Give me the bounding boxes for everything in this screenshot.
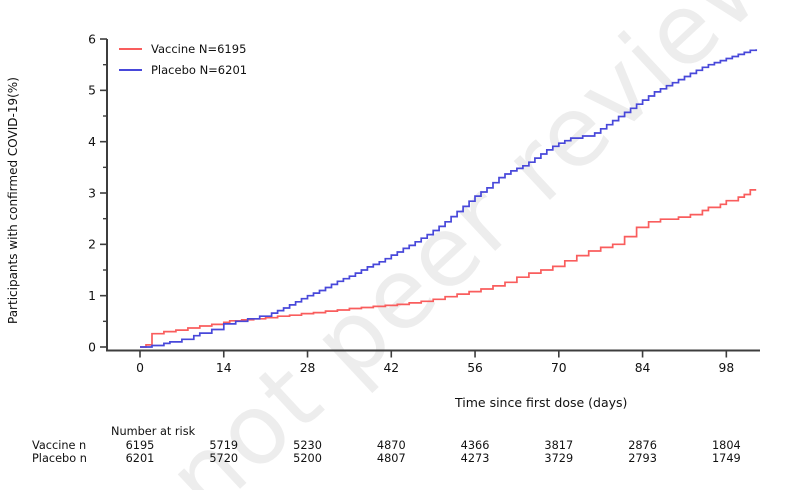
risk-value: 6195	[125, 439, 155, 452]
legend: Vaccine N=6195 Placebo N=6201	[119, 38, 247, 80]
y-tick-label: 6	[88, 32, 96, 46]
risk-value: 4366	[460, 439, 490, 452]
legend-item-placebo: Placebo N=6201	[119, 59, 247, 80]
y-tick-label: 5	[88, 84, 96, 98]
risk-value: 5719	[209, 439, 239, 452]
vaccine-curve	[140, 189, 757, 348]
risk-value: 2876	[628, 439, 657, 452]
x-tick-label: 0	[136, 361, 144, 375]
risk-value: 5230	[293, 439, 322, 452]
y-axis-title: Participants with confirmed COVID-19(%)	[6, 77, 20, 325]
vaccine-line-swatch	[119, 47, 142, 50]
x-tick-label: 42	[383, 361, 399, 375]
y-tick-label: 4	[88, 135, 96, 149]
x-tick-label: 56	[467, 361, 483, 375]
risk-value: 5720	[209, 452, 239, 465]
risk-value: 4273	[460, 452, 490, 465]
risk-value: 3817	[544, 439, 574, 452]
risk-value: 4807	[376, 452, 406, 465]
y-tick-label: 2	[88, 238, 96, 252]
risk-table-header: Number at risk	[111, 425, 196, 438]
x-tick-label: 28	[300, 361, 316, 375]
risk-value: 1804	[711, 439, 741, 452]
legend-label-placebo: Placebo N=6201	[151, 62, 248, 77]
y-tick-label: 0	[88, 340, 96, 354]
x-tick-label: 84	[635, 361, 651, 375]
risk-value: 3729	[544, 452, 574, 465]
placebo-curve	[140, 49, 758, 348]
risk-value: 4870	[376, 439, 406, 452]
risk-value: 6201	[125, 452, 155, 465]
risk-value: 2793	[628, 452, 657, 465]
x-tick-label: 70	[551, 361, 567, 375]
placebo-line-swatch	[119, 68, 142, 71]
y-tick-label: 3	[88, 186, 96, 200]
legend-label-vaccine: Vaccine N=6195	[151, 41, 247, 56]
risk-value: 1749	[711, 452, 741, 465]
x-tick-label: 14	[216, 361, 232, 375]
legend-item-vaccine: Vaccine N=6195	[119, 38, 247, 59]
x-axis-title: Time since first dose (days)	[455, 395, 628, 410]
x-tick-label: 98	[719, 361, 735, 375]
risk-value: 5200	[293, 452, 322, 465]
risk-row-label: Vaccine n	[32, 439, 87, 452]
y-tick-label: 1	[88, 289, 96, 303]
risk-row-label: Placebo n	[32, 452, 87, 465]
